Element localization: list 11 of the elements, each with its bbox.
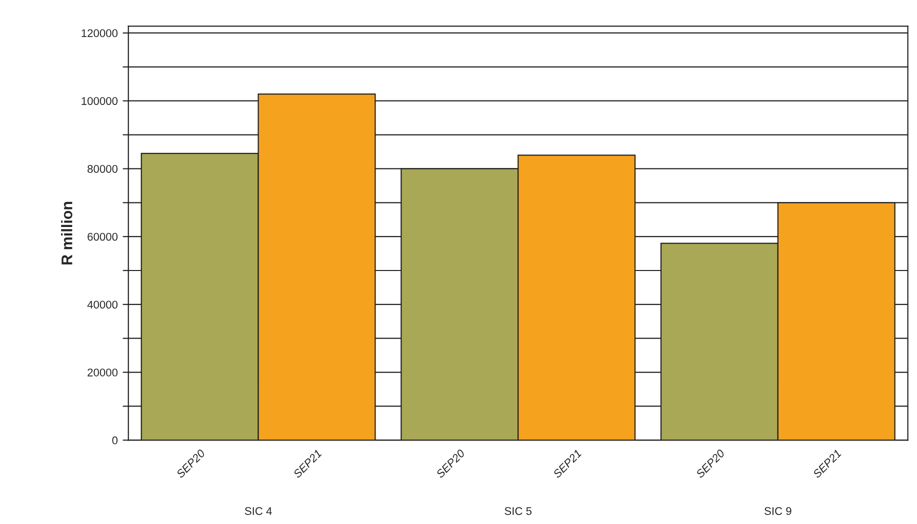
y-axis-title: R million	[61, 202, 72, 264]
y-tick-label: 20000	[88, 368, 118, 376]
y-tick-label: 40000	[87, 300, 118, 309]
x-tick-label: SIC 9	[764, 507, 792, 515]
y-tick-label: 80000	[88, 164, 118, 173]
x-tick-label: SIC 5	[504, 507, 532, 515]
y-tick-label: 120000	[82, 29, 118, 38]
y-tick-label: 100000	[82, 97, 118, 105]
y-tick-label: 60000	[88, 232, 118, 241]
x-tick-label: SIC 4	[244, 507, 272, 515]
y-tick-label: 0	[112, 436, 118, 444]
